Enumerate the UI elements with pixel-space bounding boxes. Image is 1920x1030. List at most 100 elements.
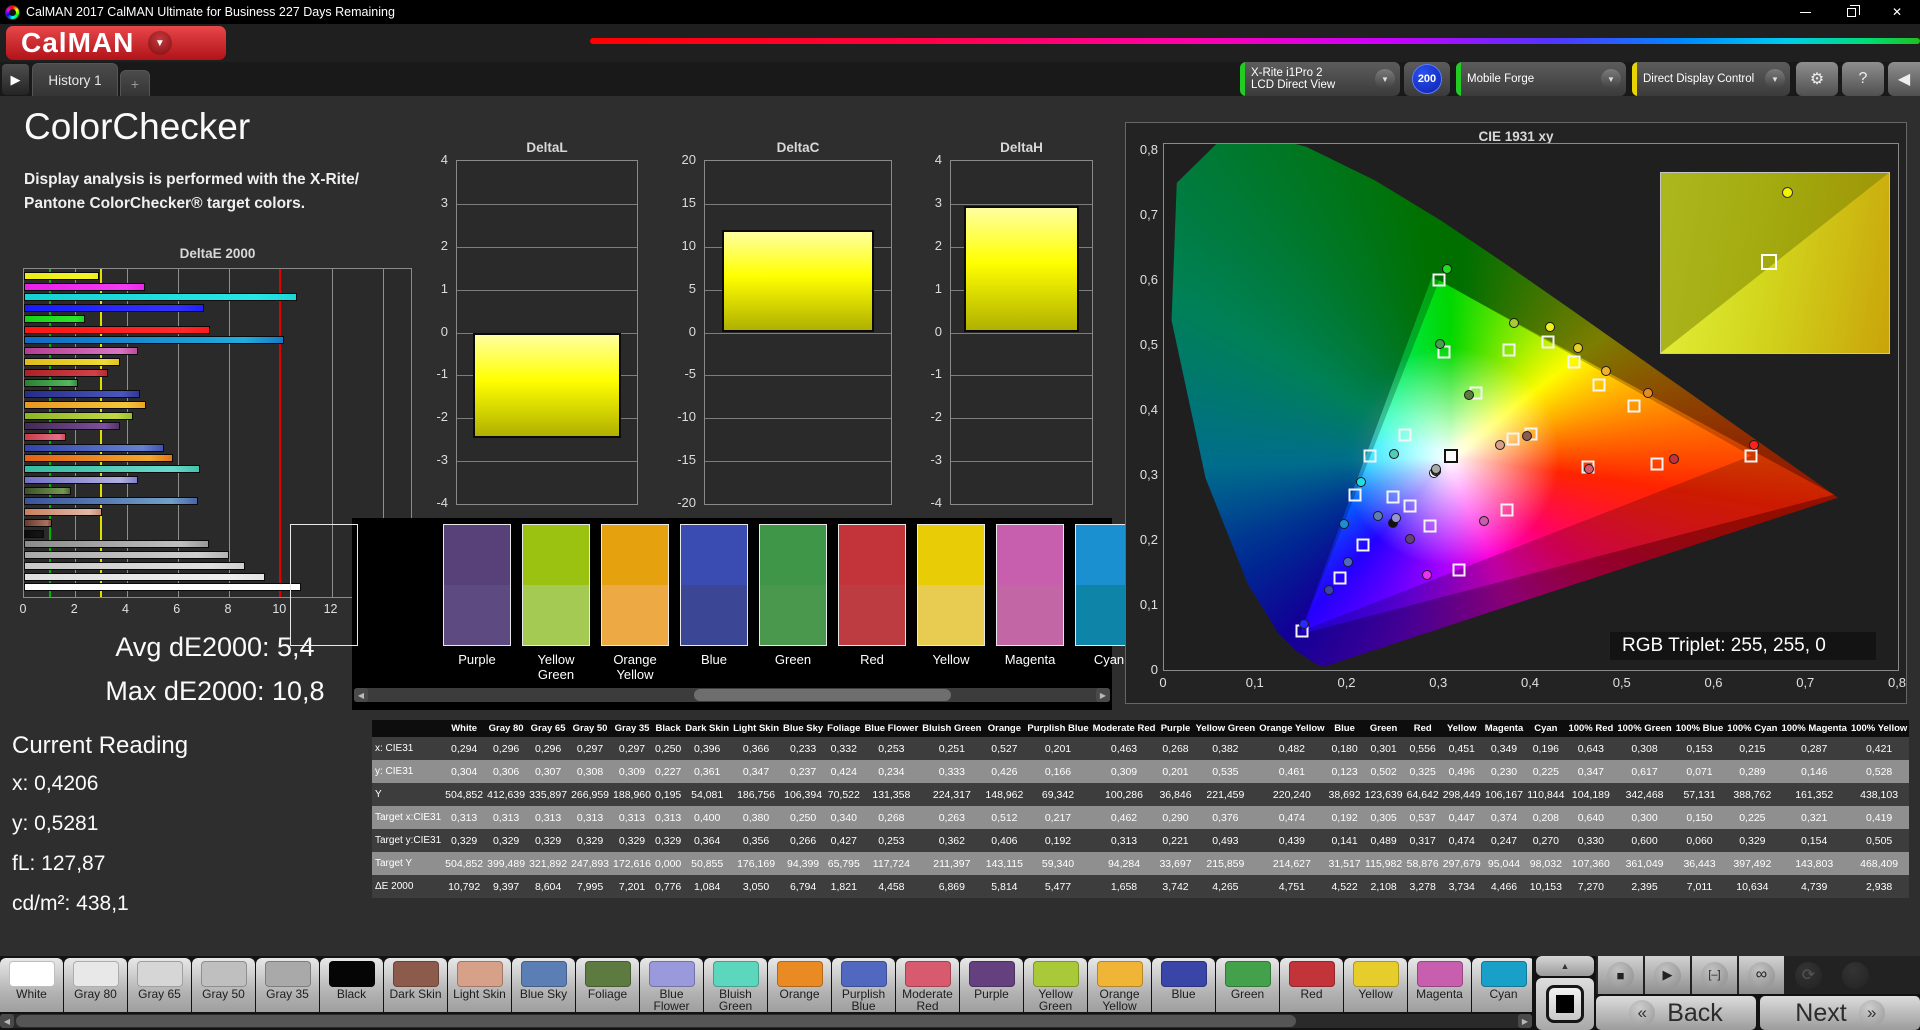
- patch-button-moderate-red[interactable]: Moderate Red: [896, 958, 959, 1012]
- cie-target-point: [1398, 428, 1412, 442]
- chevron-down-icon[interactable]: ▼: [1601, 69, 1621, 89]
- help-button[interactable]: ?: [1842, 62, 1884, 96]
- deltae-bar: [24, 282, 146, 291]
- table-column-header: 100% Blue: [1673, 720, 1726, 737]
- minimize-button[interactable]: [1782, 0, 1828, 24]
- scroll-right-icon[interactable]: ▶: [1518, 1014, 1532, 1028]
- patch-button-cyan[interactable]: Cyan: [1472, 958, 1532, 1012]
- settings-button[interactable]: ⚙: [1796, 62, 1838, 96]
- patch-button-blue-sky[interactable]: Blue Sky: [512, 958, 575, 1012]
- table-cell: 0,221: [1157, 829, 1194, 852]
- measured-half: [523, 525, 589, 585]
- navigation-row: « Back Next »: [1596, 996, 1920, 1030]
- patch-button-black[interactable]: Black: [320, 958, 383, 1012]
- patch-button-bluish-green[interactable]: Bluish Green: [704, 958, 767, 1012]
- patch-button-label: Green: [1230, 987, 1265, 1001]
- add-tab-button[interactable]: +: [120, 70, 150, 96]
- scrollbar-thumb[interactable]: [694, 689, 952, 701]
- patch-button-gray-50[interactable]: Gray 50: [192, 958, 255, 1012]
- history-nav-button[interactable]: ▶: [2, 64, 29, 95]
- patch-button-orange-yellow[interactable]: Orange Yellow: [1088, 958, 1151, 1012]
- patch-color-swatch: [584, 961, 631, 987]
- display-control-selector[interactable]: Direct Display Control ▼: [1632, 62, 1790, 96]
- table-cell: 0,447: [1440, 806, 1483, 829]
- table-column-header: Orange Yellow: [1257, 720, 1327, 737]
- collapse-panel-button[interactable]: ◀: [1888, 62, 1920, 96]
- scroll-left-icon[interactable]: ◀: [354, 688, 368, 702]
- chevron-left-icon: «: [1629, 1000, 1656, 1026]
- patch-color-swatch: [328, 961, 375, 987]
- patch-button-foliage[interactable]: Foliage: [576, 958, 639, 1012]
- patch-button-red[interactable]: Red: [1280, 958, 1343, 1012]
- patch-button-yellow-green[interactable]: Yellow Green: [1024, 958, 1087, 1012]
- cie-measured-point: [1748, 439, 1759, 450]
- patch-swatch: [601, 524, 669, 646]
- back-button[interactable]: « Back: [1596, 996, 1756, 1030]
- patch-button-dark-skin[interactable]: Dark Skin: [384, 958, 447, 1012]
- calman-menu-button[interactable]: CalMAN ▼: [6, 26, 226, 60]
- play-button[interactable]: ▶: [1645, 956, 1690, 994]
- restore-button[interactable]: [1828, 0, 1874, 24]
- chevron-down-icon[interactable]: ▼: [1375, 69, 1395, 89]
- meter-speed-badge[interactable]: 200: [1412, 64, 1442, 94]
- scrollbar-thumb[interactable]: [16, 1015, 1296, 1027]
- patch-button-orange[interactable]: Orange: [768, 958, 831, 1012]
- single-measure-button[interactable]: [–]: [1692, 956, 1737, 994]
- patch-button-gray-80[interactable]: Gray 80: [64, 958, 127, 1012]
- table-cell: 0,356: [731, 829, 782, 852]
- table-cell: 0,263: [920, 806, 984, 829]
- patch-button-blue[interactable]: Blue: [1152, 958, 1215, 1012]
- meter-speed-tile[interactable]: 200: [1404, 62, 1450, 96]
- patch-button-gray-65[interactable]: Gray 65: [128, 958, 191, 1012]
- table-cell: 70,522: [825, 783, 863, 806]
- continuous-measure-button[interactable]: ∞: [1739, 956, 1784, 994]
- patch-button-purple[interactable]: Purple: [960, 958, 1023, 1012]
- cie-measured-point: [1572, 342, 1583, 353]
- table-cell: 0,317: [1404, 829, 1441, 852]
- patch-button-purplish-blue[interactable]: Purplish Blue: [832, 958, 895, 1012]
- deltae-bar: [24, 411, 134, 420]
- patch-button-gray-35[interactable]: Gray 35: [256, 958, 319, 1012]
- patch-button-magenta[interactable]: Magenta: [1408, 958, 1471, 1012]
- patch-button-yellow[interactable]: Yellow: [1344, 958, 1407, 1012]
- patch-button-light-skin[interactable]: Light Skin: [448, 958, 511, 1012]
- tab-history-1[interactable]: History 1: [32, 63, 118, 96]
- patch-button-label: Dark Skin: [389, 987, 442, 1001]
- axis-tick-label: 0: [1150, 662, 1158, 677]
- gridline: [457, 246, 637, 248]
- refresh-button[interactable]: ⟳: [1786, 956, 1831, 994]
- table-cell: 123,639: [1362, 783, 1405, 806]
- table-cell: 266,959: [569, 783, 612, 806]
- patch-color-swatch: [72, 961, 119, 987]
- patch-strip-scrollbar[interactable]: ◀ ▶: [354, 688, 1110, 702]
- axis-tick-label: 0,1: [1245, 675, 1264, 690]
- scroll-left-icon[interactable]: ◀: [0, 1014, 14, 1028]
- gridline: [705, 375, 891, 377]
- patch-color-swatch: [392, 961, 439, 987]
- pattern-window-button[interactable]: [1536, 978, 1594, 1030]
- play-icon: ▶: [1662, 967, 1673, 982]
- chevron-down-icon[interactable]: ▼: [1765, 69, 1785, 89]
- expand-up-button[interactable]: ▲: [1536, 956, 1594, 976]
- gridline: [177, 269, 179, 597]
- patch-button-blue-flower[interactable]: Blue Flower: [640, 958, 703, 1012]
- patch-button-white[interactable]: White: [0, 958, 63, 1012]
- deltae-bar: [24, 357, 120, 366]
- table-cell: 0,227: [653, 760, 684, 783]
- cie-measured-point: [1372, 511, 1383, 522]
- table-cell: 3,278: [1404, 875, 1441, 898]
- cie-target-point: [1452, 563, 1466, 577]
- scroll-right-icon[interactable]: ▶: [1096, 688, 1110, 702]
- meter-selector[interactable]: X-Rite i1Pro 2 LCD Direct View ▼: [1240, 62, 1400, 96]
- table-cell: 0,347: [1566, 760, 1616, 783]
- patch-row-scrollbar[interactable]: ◀ ▶: [0, 1014, 1532, 1028]
- next-button[interactable]: Next »: [1760, 996, 1920, 1030]
- source-selector[interactable]: Mobile Forge ▼: [1456, 62, 1626, 96]
- stop-button[interactable]: ■: [1598, 956, 1643, 994]
- patch-button-green[interactable]: Green: [1216, 958, 1279, 1012]
- table-cell: 0,424: [825, 760, 863, 783]
- close-button[interactable]: ✕: [1891, 5, 1903, 19]
- table-column-header: Orange: [983, 720, 1026, 737]
- table-cell: 0,329: [569, 829, 612, 852]
- patch-color-swatch: [1096, 961, 1143, 987]
